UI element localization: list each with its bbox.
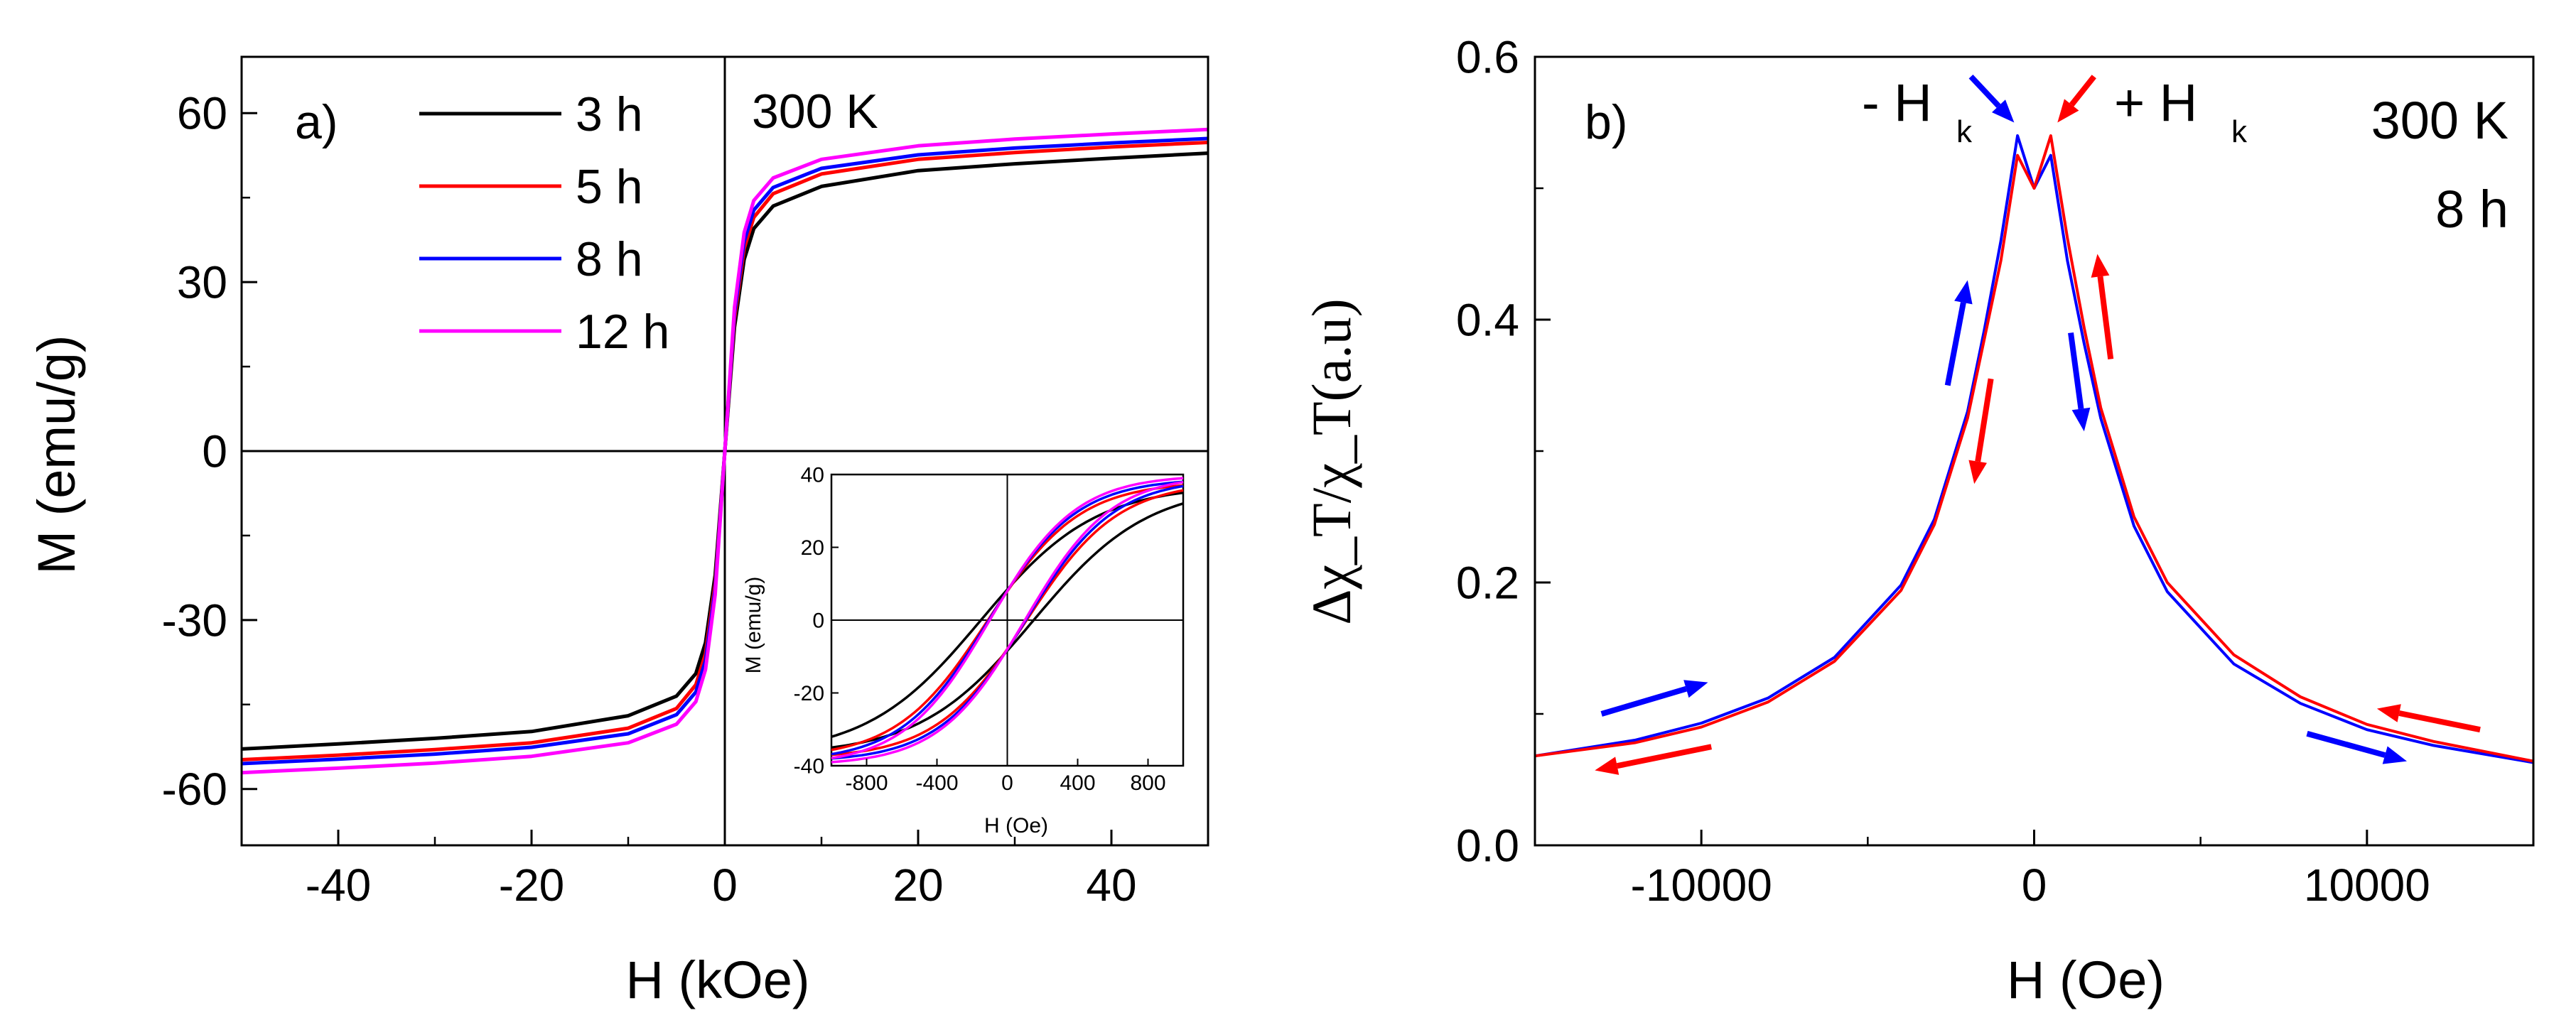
inset-xtick-label: -800 xyxy=(845,771,888,795)
a-series-group xyxy=(241,127,1209,775)
a-xtick-label: -40 xyxy=(306,860,372,911)
a-series-line-12h xyxy=(241,127,1209,775)
b-y-axis-label: Δχ_T/χ_T(a.u) xyxy=(1300,298,1362,624)
legend-label: 8 h xyxy=(576,232,643,286)
direction-arrow-head xyxy=(2057,99,2079,123)
inset-y-axis-label: M (emu/g) xyxy=(742,577,765,674)
b-xtick-label: 0 xyxy=(2022,860,2047,911)
a-y-axis-label: M (emu/g) xyxy=(27,335,86,574)
b-axis-ticks: -10000 0 10000 0.0 0.2 0.4 0.6 xyxy=(1456,31,2535,911)
inset-xtick-label: -400 xyxy=(915,771,958,795)
direction-arrow-shaft xyxy=(1616,744,1713,769)
b-xtick-label: 10000 xyxy=(2304,860,2430,911)
a-panel-label: a) xyxy=(295,95,338,149)
minus-hk-main: - H xyxy=(1862,73,1932,132)
b-x-axis-label: H (Oe) xyxy=(2007,950,2165,1009)
a-xtick-label: 20 xyxy=(893,860,943,911)
svg-text:- H: - H xyxy=(1862,73,1932,132)
a-xtick-label: 40 xyxy=(1086,860,1136,911)
a-xtick-label: -20 xyxy=(499,860,565,911)
a-xtick-label: 0 xyxy=(712,860,738,911)
b-panel-label: b) xyxy=(1585,95,1627,149)
b-ytick-label: 0.4 xyxy=(1456,294,1519,345)
inset-xtick-label: 800 xyxy=(1130,771,1165,795)
b-xtick-label: -10000 xyxy=(1631,860,1772,911)
a-ytick-label: 0 xyxy=(202,425,227,477)
a-ytick-label: 60 xyxy=(177,88,227,139)
b-series-group xyxy=(1534,134,2534,764)
b-time-annotation: 8 h xyxy=(2435,180,2508,239)
legend-label: 5 h xyxy=(576,160,643,214)
direction-arrow-head xyxy=(1968,460,1987,484)
inset-ytick-label: 40 xyxy=(801,464,824,487)
direction-arrow-shaft xyxy=(1944,302,1966,386)
inset-zero-lines xyxy=(831,475,1183,766)
panel-a: -40 -20 0 20 40 -60 -30 0 30 60 a) 300 K 3 h 5 h 8 … xyxy=(27,55,1209,1009)
a-legend: 3 h 5 h 8 h 12 h xyxy=(419,87,669,359)
b-ytick-label: 0.6 xyxy=(1456,31,1519,82)
minus-hk-subscript: k xyxy=(1956,114,1973,149)
direction-arrow-head xyxy=(1954,280,1973,305)
a-inset: -800 -400 0 400 800 -40 -20 0 20 40 H (Oe) M (emu… xyxy=(742,464,1185,837)
b-series-line-decreasing-field xyxy=(1534,134,2534,763)
direction-arrow-head xyxy=(2091,254,2110,278)
b-ytick-label: 0.0 xyxy=(1456,820,1519,871)
inset-ytick-label: 0 xyxy=(812,609,824,633)
plus-hk-label: + H k xyxy=(2114,73,2248,149)
direction-arrow-shaft xyxy=(2068,332,2084,410)
a-ytick-label: -30 xyxy=(162,595,228,646)
plus-hk-subscript: k xyxy=(2231,114,2248,149)
inset-axis-ticks: -800 -400 0 400 800 -40 -20 0 20 40 xyxy=(794,464,1166,796)
direction-arrow-head xyxy=(1992,99,2015,123)
direction-arrow-shaft xyxy=(1975,378,1994,462)
direction-arrow-shaft xyxy=(2069,75,2096,107)
direction-arrow-shaft xyxy=(2097,276,2114,360)
direction-arrow-shaft xyxy=(2306,730,2386,758)
inset-ytick-label: 20 xyxy=(801,536,824,560)
inset-ytick-label: -20 xyxy=(794,682,824,705)
direction-arrow-shaft xyxy=(1968,75,2001,108)
a-x-axis-label: H (kOe) xyxy=(626,950,810,1009)
minus-hk-label: - H k xyxy=(1862,73,1973,149)
direction-arrow-head xyxy=(2382,746,2407,764)
inset-x-axis-label: H (Oe) xyxy=(984,814,1048,837)
plus-hk-main: + H xyxy=(2114,73,2197,132)
b-direction-arrows xyxy=(1595,75,2481,775)
a-temperature-annotation: 300 K xyxy=(752,85,878,139)
a-axis-ticks: -40 -20 0 20 40 -60 -30 0 30 60 xyxy=(162,88,1209,911)
a-ytick-label: 30 xyxy=(177,257,227,308)
inset-descending-branch xyxy=(831,477,1184,760)
b-temperature-annotation: 300 K xyxy=(2371,91,2508,150)
legend-label: 12 h xyxy=(576,305,669,359)
a-ytick-label: -60 xyxy=(162,764,228,815)
direction-arrow-shaft xyxy=(2398,710,2481,733)
direction-arrow-head xyxy=(1683,680,1708,698)
inset-ytick-label: -40 xyxy=(794,755,824,779)
direction-arrow-head xyxy=(2376,704,2401,722)
inset-xtick-label: 400 xyxy=(1060,771,1095,795)
legend-label: 3 h xyxy=(576,87,643,141)
direction-arrow-head xyxy=(1595,757,1620,775)
panel-b: -10000 0 10000 0.0 0.2 0.4 0.6 b) 300 K 8 h - … xyxy=(1300,31,2535,1009)
b-ytick-label: 0.2 xyxy=(1456,557,1519,608)
inset-ascending-branch xyxy=(831,480,1184,764)
inset-series-group xyxy=(831,477,1184,764)
inset-xtick-label: 0 xyxy=(1001,771,1013,795)
direction-arrow-head xyxy=(2071,407,2091,432)
direction-arrow-shaft xyxy=(1600,685,1687,717)
